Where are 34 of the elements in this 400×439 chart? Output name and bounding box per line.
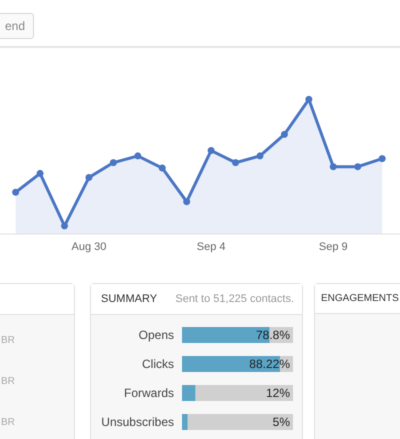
point (158, 164, 166, 172)
point (134, 152, 142, 160)
x-tick-label: Aug 30 (72, 240, 106, 253)
text: BR (1, 376, 15, 387)
bar (182, 385, 196, 401)
point (305, 96, 312, 103)
y-tick-label: Clicks (142, 356, 174, 371)
text: ENGAGEMENTS (315, 284, 400, 314)
point (232, 159, 240, 166)
point (354, 163, 362, 170)
point (183, 198, 190, 206)
point (256, 152, 264, 160)
chart-subtitle: Sent to 51,225 contacts. (175, 293, 294, 305)
point (12, 188, 20, 196)
data-label: 5% (272, 415, 290, 429)
y-tick-label: Unsubscribes (101, 414, 174, 429)
point (61, 222, 68, 230)
bar (182, 414, 188, 430)
y-tick-label: Opens (138, 328, 174, 342)
y-tick-label: Forwards (124, 386, 174, 400)
button: end (0, 13, 34, 39)
x-tick-label: Sep 9 (318, 240, 348, 253)
x-tick-label: Sep 4 (196, 240, 226, 253)
point (378, 155, 386, 162)
chart-title: SUMMARY (101, 293, 158, 305)
point (330, 163, 337, 170)
point (110, 159, 117, 166)
point (280, 130, 288, 138)
point (36, 170, 44, 177)
text: BR (1, 417, 15, 428)
data-label: 12% (266, 386, 290, 400)
point (85, 174, 92, 181)
point (208, 147, 215, 154)
text: BR (1, 335, 15, 346)
